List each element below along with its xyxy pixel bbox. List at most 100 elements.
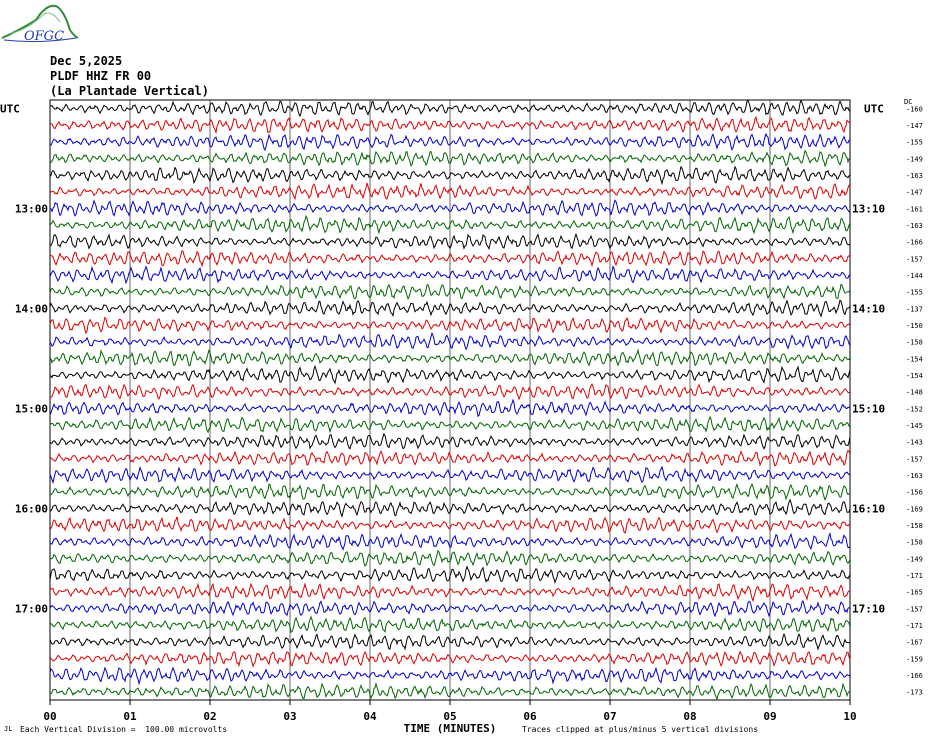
right-hour-label: 17:10 — [852, 602, 885, 615]
dc-offset-label: -149 — [906, 555, 923, 563]
dc-offset-label: -147 — [906, 122, 923, 130]
right-hour-label: 14:10 — [852, 302, 885, 315]
trace-line — [49, 265, 851, 285]
dc-offset-label: -147 — [906, 189, 923, 197]
dc-offset-label: -171 — [906, 622, 923, 630]
dc-offset-label: -152 — [906, 405, 923, 413]
trace-line — [49, 681, 851, 701]
dc-offset-label: -158 — [906, 539, 923, 547]
trace-line — [49, 116, 851, 135]
left-hour-label: 17:00 — [15, 602, 48, 615]
right-hour-label: 13:10 — [852, 202, 885, 215]
record-date: Dec 5,2025 — [50, 54, 123, 68]
dc-offset-label: -157 — [906, 605, 923, 613]
corner-mark: JL — [4, 725, 13, 733]
dc-offset-label: -158 — [906, 522, 923, 530]
left-hour-label: 15:00 — [15, 402, 48, 415]
axis-labels: 00 01 02 03 04 05 06 07 08 09 10 UTC UTC DC 13:00 14:00… — [0, 98, 923, 735]
x-tick-label: 08 — [683, 710, 696, 723]
trace-line — [49, 532, 851, 551]
dc-offset-label: -167 — [906, 639, 923, 647]
dc-offset-label: -163 — [906, 222, 923, 230]
x-tick-label: 05 — [443, 710, 456, 723]
right-hour-label: 16:10 — [852, 502, 885, 515]
trace-line — [49, 199, 851, 217]
x-tick-label: 09 — [763, 710, 776, 723]
dc-offset-label: -166 — [906, 239, 923, 247]
left-hour-label: 16:00 — [15, 502, 48, 515]
dc-offset-label: -166 — [906, 672, 923, 680]
trace-line — [49, 250, 851, 268]
trace-line — [49, 449, 851, 467]
dc-offset-label: -155 — [906, 289, 923, 297]
right-hour-label: 15:10 — [852, 402, 885, 415]
trace-line — [49, 599, 851, 618]
x-tick-label: 03 — [283, 710, 296, 723]
trace-line — [49, 383, 851, 401]
station-location: (La Plantade Vertical) — [50, 84, 209, 98]
trace-line — [49, 99, 851, 118]
trace-line — [49, 516, 851, 534]
logo-text: OFGC — [24, 29, 64, 44]
x-tick-label: 07 — [603, 710, 616, 723]
trace-line — [49, 415, 851, 434]
x-tick-label: 06 — [523, 710, 537, 723]
clip-note: Traces clipped at plus/minus 5 vertical … — [522, 725, 759, 734]
dc-header: DC — [904, 98, 912, 106]
ofgc-logo: OFGC — [1, 4, 79, 44]
trace-line — [49, 549, 851, 567]
dc-offset-label: -163 — [906, 472, 923, 480]
dc-offset-label: -163 — [906, 172, 923, 180]
trace-line — [49, 165, 851, 186]
trace-line — [49, 364, 851, 385]
dc-offset-label: -157 — [906, 255, 923, 263]
dc-offset-label: -155 — [906, 139, 923, 147]
dc-offset-label: -161 — [906, 205, 923, 213]
left-axis-title: UTC — [0, 102, 20, 115]
x-tick-label: 02 — [203, 710, 216, 723]
trace-line — [49, 331, 851, 351]
trace-line — [49, 232, 851, 251]
dc-offset-label: -156 — [906, 489, 923, 497]
trace-line — [49, 650, 851, 669]
x-tick-label: 10 — [843, 710, 856, 723]
dc-offset-label: -137 — [906, 305, 923, 313]
dc-offset-label: -159 — [906, 655, 923, 663]
dc-offset-label: -154 — [906, 372, 923, 380]
plot-grid — [49, 99, 851, 705]
dc-offset-label: -171 — [906, 572, 923, 580]
scale-note: Each Vertical Division = 100.00 microvol… — [20, 725, 228, 734]
x-axis-title: TIME (MINUTES) — [404, 722, 497, 735]
trace-line — [49, 498, 851, 518]
dc-offset-label: -165 — [906, 589, 923, 597]
trace-line — [49, 214, 851, 235]
station-code: PLDF HHZ FR 00 — [50, 69, 152, 83]
dc-offset-label: -148 — [906, 389, 923, 397]
x-tick-label: 01 — [123, 710, 137, 723]
trace-line — [49, 132, 851, 152]
trace-line — [49, 432, 851, 450]
trace-line — [49, 316, 851, 335]
trace-line — [49, 149, 851, 168]
dc-offset-label: -158 — [906, 339, 923, 347]
trace-line — [49, 348, 851, 367]
dc-offset-label: -154 — [906, 355, 923, 363]
seismic-traces — [49, 99, 851, 701]
trace-line — [49, 666, 851, 686]
trace-line — [49, 632, 851, 651]
dc-offset-label: -143 — [906, 439, 923, 447]
trace-line — [49, 565, 851, 584]
trace-line — [49, 398, 851, 418]
x-tick-label: 00 — [43, 710, 56, 723]
trace-line — [49, 482, 851, 502]
dc-offset-label: -149 — [906, 155, 923, 163]
x-tick-label: 04 — [363, 710, 377, 723]
trace-line — [49, 582, 851, 603]
dc-offset-label: -157 — [906, 455, 923, 463]
dc-offset-label: -169 — [906, 505, 923, 513]
left-hour-label: 13:00 — [15, 202, 48, 215]
trace-line — [49, 299, 851, 318]
trace-line — [49, 465, 851, 485]
dc-offset-label: -160 — [906, 105, 923, 113]
